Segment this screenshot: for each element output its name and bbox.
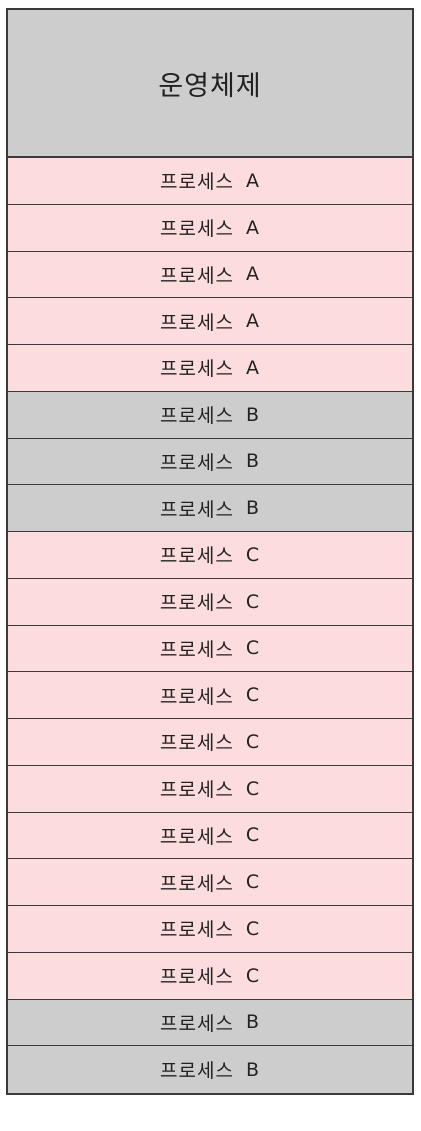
process-segments: 프로세스 A 프로세스 A 프로세스 A 프로세스 A 프로세스 A 프로세스 B 프로세스 B 프로세스 B…	[8, 158, 412, 1093]
process-word: 프로세스	[159, 592, 234, 615]
process-id: B	[245, 1011, 260, 1034]
process-word: 프로세스	[160, 311, 234, 334]
process-segment-b: 프로세스 B	[8, 438, 412, 486]
process-id: A	[245, 263, 260, 286]
process-segment-c: 프로세스 C	[8, 765, 412, 813]
process-segment-c: 프로세스 C	[8, 532, 412, 579]
process-word: 프로세스	[160, 218, 234, 241]
process-segment-c: 프로세스 C	[8, 952, 412, 1000]
process-word: 프로세스	[160, 1060, 234, 1083]
process-word: 프로세스	[159, 685, 234, 708]
process-word: 프로세스	[160, 498, 234, 521]
process-segment-c: 프로세스 C	[8, 578, 412, 626]
process-word: 프로세스	[159, 638, 234, 661]
process-id: A	[245, 169, 260, 192]
os-label: 운영체제	[158, 70, 262, 102]
process-id: C	[245, 684, 261, 707]
process-segment-c: 프로세스 C	[8, 672, 412, 719]
process-word: 프로세스	[159, 872, 234, 895]
process-word: 프로세스	[160, 171, 234, 194]
os-block: 운영체제	[8, 10, 412, 158]
process-id: B	[245, 1058, 260, 1081]
process-id: C	[245, 637, 261, 660]
process-word: 프로세스	[159, 732, 234, 755]
process-id: A	[245, 216, 260, 239]
process-word: 프로세스	[160, 358, 234, 381]
process-id: C	[245, 590, 261, 613]
process-id: C	[245, 964, 261, 987]
process-word: 프로세스	[160, 264, 234, 287]
process-word: 프로세스	[159, 966, 234, 989]
process-segment-b: 프로세스 B	[8, 1046, 412, 1093]
process-segment-a: 프로세스 A	[8, 204, 412, 252]
process-id: C	[245, 543, 261, 566]
process-segment-c: 프로세스 C	[8, 719, 412, 766]
process-segment-a: 프로세스 A	[8, 298, 412, 345]
process-word: 프로세스	[160, 405, 234, 428]
process-id: A	[245, 356, 260, 379]
process-id: B	[245, 403, 260, 426]
process-id: A	[245, 310, 260, 333]
process-segment-c: 프로세스 C	[8, 625, 412, 673]
process-segment-b: 프로세스 B	[8, 485, 412, 532]
process-id: C	[245, 730, 261, 753]
process-word: 프로세스	[160, 451, 234, 474]
process-word: 프로세스	[159, 545, 234, 568]
process-word: 프로세스	[159, 779, 234, 802]
process-word: 프로세스	[159, 825, 234, 848]
process-segment-c: 프로세스 C	[8, 859, 412, 906]
process-segment-b: 프로세스 B	[8, 391, 412, 439]
process-segment-a: 프로세스 A	[8, 345, 412, 392]
process-id: C	[245, 917, 261, 940]
process-id: B	[245, 497, 260, 520]
process-segment-a: 프로세스 A	[8, 158, 412, 205]
process-segment-c: 프로세스 C	[8, 906, 412, 953]
memory-layout: 운영체제 프로세스 A 프로세스 A 프로세스 A 프로세스 A 프로세스 A 프로세스 B 프로세스 B…	[6, 8, 414, 1095]
process-word: 프로세스	[160, 1012, 234, 1035]
process-segment-b: 프로세스 B	[8, 999, 412, 1047]
process-segment-a: 프로세스 A	[8, 251, 412, 299]
process-id: C	[245, 777, 261, 800]
process-id: B	[245, 450, 260, 473]
process-id: C	[245, 824, 261, 847]
process-segment-c: 프로세스 C	[8, 812, 412, 860]
process-word: 프로세스	[159, 919, 234, 942]
process-id: C	[245, 871, 261, 894]
